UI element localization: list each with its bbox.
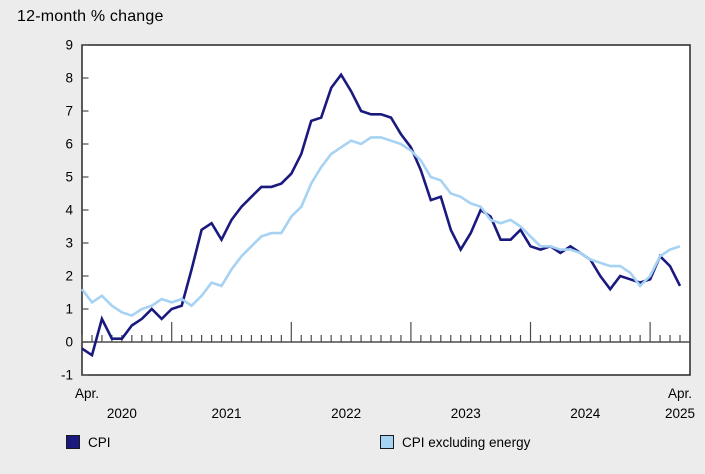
- y-axis-tick-label: 4: [65, 203, 73, 218]
- cpi-swatch: [66, 435, 80, 449]
- x-axis-start-month-label: Apr.: [75, 386, 99, 401]
- x-axis-year-label: 2023: [451, 406, 481, 421]
- legend-label-cpi: CPI: [88, 434, 111, 450]
- plot-area: [81, 44, 691, 376]
- cpi-excluding-energy-swatch: [380, 435, 394, 449]
- legend-item-cpi-excluding-energy: CPI excluding energy: [380, 432, 530, 452]
- y-axis-tick-label: 0: [65, 335, 73, 350]
- legend-item-cpi: CPI: [66, 432, 111, 452]
- y-axis-tick-label: 7: [65, 104, 73, 119]
- cpi-excluding-energy-line: [80, 136, 681, 318]
- y-axis-tick-label: 5: [65, 170, 73, 185]
- x-axis-year-label: 2020: [107, 406, 137, 421]
- x-axis-year-label: 2021: [211, 406, 241, 421]
- x-axis-end-month-label: Apr.: [668, 386, 692, 401]
- legend-label-cpi-excluding-energy: CPI excluding energy: [402, 434, 531, 450]
- y-axis-tick-label: -1: [61, 368, 73, 383]
- x-axis-year-label: 2024: [570, 406, 601, 421]
- y-axis-tick-label: 8: [65, 71, 73, 86]
- y-axis-tick-label: 2: [65, 269, 73, 284]
- y-axis-tick-label: 1: [65, 302, 73, 317]
- y-axis-tick-label: 3: [65, 236, 73, 251]
- x-axis-year-label: 2025: [665, 406, 695, 421]
- y-axis-tick-label: 9: [65, 38, 73, 53]
- x-axis-year-label: 2022: [331, 406, 361, 421]
- y-axis-tick-label: 6: [65, 137, 73, 152]
- legend: CPI CPI excluding energy: [0, 431, 705, 455]
- chart-title: 12-month % change: [17, 8, 164, 25]
